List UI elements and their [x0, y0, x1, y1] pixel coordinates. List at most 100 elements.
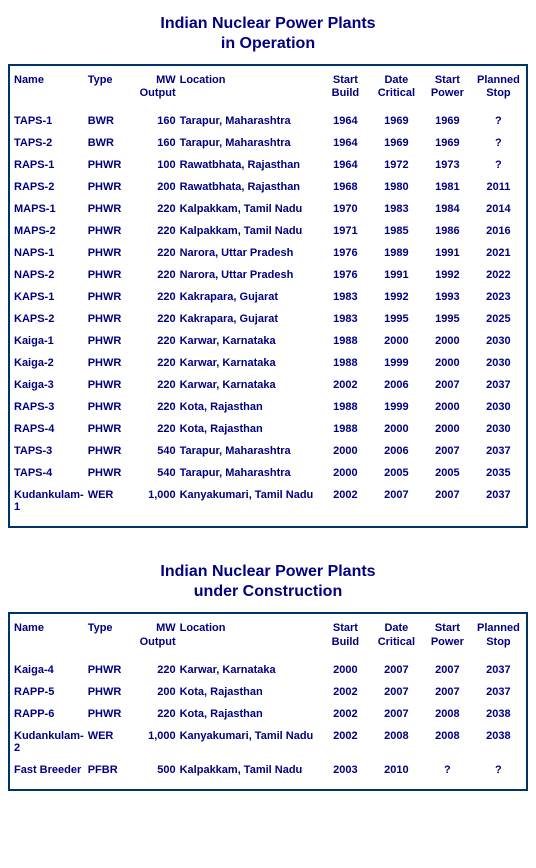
cell: Kalpakkam, Tamil Nadu [178, 198, 320, 220]
cell: BWR [86, 132, 132, 154]
cell: Kaiga-3 [12, 374, 86, 396]
cell: Kota, Rajasthan [178, 396, 320, 418]
cell: 200 [132, 681, 178, 703]
cell: 2000 [422, 330, 473, 352]
col-header: Location [178, 618, 320, 658]
cell: 1991 [371, 264, 422, 286]
cell: 2002 [320, 703, 371, 725]
cell: Tarapur, Maharashtra [178, 110, 320, 132]
cell: 1976 [320, 264, 371, 286]
table-row: RAPP-5PHWR200Kota, Rajasthan200220072007… [12, 681, 524, 703]
table-row: Kaiga-3PHWR220Karwar, Karnataka200220062… [12, 374, 524, 396]
title-line2: in Operation [221, 35, 315, 52]
cell: 2005 [422, 462, 473, 484]
cell: RAPP-6 [12, 703, 86, 725]
cell: 1983 [320, 286, 371, 308]
cell: 2037 [473, 659, 524, 681]
cell: PHWR [86, 330, 132, 352]
cell: 220 [132, 220, 178, 242]
cell: 1992 [422, 264, 473, 286]
col-header: StartPower [422, 70, 473, 110]
cell: 220 [132, 374, 178, 396]
cell: PHWR [86, 703, 132, 725]
col-header: Name [12, 618, 86, 658]
cell: MAPS-2 [12, 220, 86, 242]
cell: 220 [132, 396, 178, 418]
cell: 1968 [320, 176, 371, 198]
cell: 2000 [320, 440, 371, 462]
table-row: NAPS-1PHWR220Narora, Uttar Pradesh197619… [12, 242, 524, 264]
col-header: StartBuild [320, 70, 371, 110]
cell: 220 [132, 418, 178, 440]
cell: 2030 [473, 396, 524, 418]
cell: 2008 [422, 725, 473, 759]
cell: 2007 [371, 484, 422, 518]
table-row: RAPS-2PHWR200Rawatbhata, Rajasthan196819… [12, 176, 524, 198]
cell: Kalpakkam, Tamil Nadu [178, 759, 320, 781]
cell: Karwar, Karnataka [178, 374, 320, 396]
cell: 1999 [371, 352, 422, 374]
cell: PHWR [86, 462, 132, 484]
cell: 2010 [371, 759, 422, 781]
cell: 2030 [473, 330, 524, 352]
col-header: Name [12, 70, 86, 110]
cell: Kaiga-1 [12, 330, 86, 352]
table-row: RAPS-1PHWR100Rawatbhata, Rajasthan196419… [12, 154, 524, 176]
table-row: TAPS-4PHWR540Tarapur, Maharashtra2000200… [12, 462, 524, 484]
title-line1: Indian Nuclear Power Plants [160, 15, 375, 32]
cell: 2002 [320, 681, 371, 703]
section-spacer [8, 528, 528, 556]
cell: 2014 [473, 198, 524, 220]
cell: 2003 [320, 759, 371, 781]
cell: 200 [132, 176, 178, 198]
col-header: DateCritical [371, 70, 422, 110]
header-row: NameTypeMWOutputLocationStartBuildDateCr… [12, 70, 524, 110]
header-row: NameTypeMWOutputLocationStartBuildDateCr… [12, 618, 524, 658]
cell: 220 [132, 352, 178, 374]
table-row: Kaiga-2PHWR220Karwar, Karnataka198819992… [12, 352, 524, 374]
cell: 540 [132, 440, 178, 462]
cell: 2008 [371, 725, 422, 759]
cell: 220 [132, 308, 178, 330]
cell: 500 [132, 759, 178, 781]
cell: PFBR [86, 759, 132, 781]
cell: Rawatbhata, Rajasthan [178, 176, 320, 198]
cell: KAPS-2 [12, 308, 86, 330]
cell: Tarapur, Maharashtra [178, 440, 320, 462]
cell: 540 [132, 462, 178, 484]
cell: 2037 [473, 484, 524, 518]
cell: PHWR [86, 352, 132, 374]
cell: RAPS-4 [12, 418, 86, 440]
cell: Kakrapara, Gujarat [178, 308, 320, 330]
cell: 2038 [473, 725, 524, 759]
cell: ? [473, 132, 524, 154]
cell: 220 [132, 286, 178, 308]
construction-title: Indian Nuclear Power Plantsunder Constru… [8, 562, 528, 602]
cell: Rawatbhata, Rajasthan [178, 154, 320, 176]
cell: Kota, Rajasthan [178, 418, 320, 440]
col-header: Type [86, 618, 132, 658]
cell: 1995 [371, 308, 422, 330]
cell: 220 [132, 659, 178, 681]
cell: 1991 [422, 242, 473, 264]
cell: ? [473, 759, 524, 781]
cell: 2007 [371, 703, 422, 725]
cell: 1964 [320, 110, 371, 132]
cell: BWR [86, 110, 132, 132]
cell: 1983 [371, 198, 422, 220]
col-header: Type [86, 70, 132, 110]
cell: WER [86, 725, 132, 759]
cell: Karwar, Karnataka [178, 659, 320, 681]
table-row: Kudankulam-2WER1,000Kanyakumari, Tamil N… [12, 725, 524, 759]
cell: PHWR [86, 308, 132, 330]
table-row: TAPS-1BWR160Tarapur, Maharashtra19641969… [12, 110, 524, 132]
cell: 1964 [320, 132, 371, 154]
cell: 220 [132, 242, 178, 264]
cell: 2023 [473, 286, 524, 308]
cell: 2006 [371, 374, 422, 396]
cell: Tarapur, Maharashtra [178, 462, 320, 484]
cell: 1969 [422, 110, 473, 132]
col-header: PlannedStop [473, 70, 524, 110]
cell: 1985 [371, 220, 422, 242]
title-line2: under Construction [194, 583, 342, 600]
